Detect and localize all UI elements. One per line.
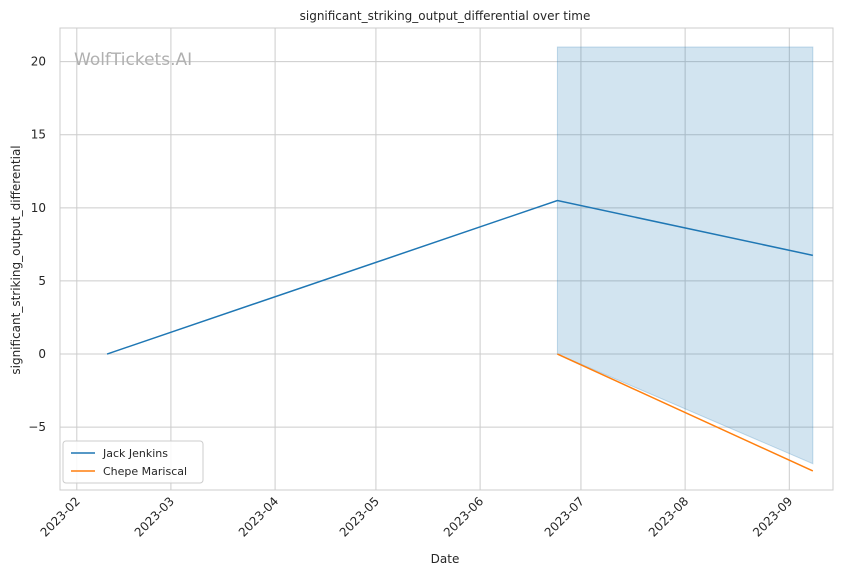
chart-title: significant_striking_output_differential…	[300, 9, 591, 23]
x-axis-title: Date	[431, 552, 460, 566]
legend-box	[62, 440, 204, 484]
confidence-band	[556, 46, 814, 465]
legend-label-jack-jenkins: Jack Jenkins	[102, 447, 168, 460]
y-tick-label: 20	[31, 55, 46, 69]
y-tick-label: −5	[28, 420, 46, 434]
y-tick-labels: −5 0 5 10 15 20	[28, 55, 46, 435]
watermark: WolfTickets.AI	[74, 50, 192, 70]
y-tick-label: 0	[38, 347, 46, 361]
y-axis-title: significant_striking_output_differential	[9, 145, 23, 374]
y-tick-label: 5	[38, 274, 46, 288]
confidence-band-layer	[556, 46, 814, 465]
series-line-chepe-mariscal	[557, 353, 814, 472]
plot-frame	[59, 27, 834, 491]
legend-label-chepe-mariscal: Chepe Mariscal	[103, 465, 187, 478]
y-tick-label: 10	[31, 201, 46, 215]
legend: Jack Jenkins Chepe Mariscal	[62, 440, 204, 484]
series-lines-layer	[106, 199, 814, 472]
grid	[60, 28, 833, 490]
y-tick-label: 15	[31, 128, 46, 142]
